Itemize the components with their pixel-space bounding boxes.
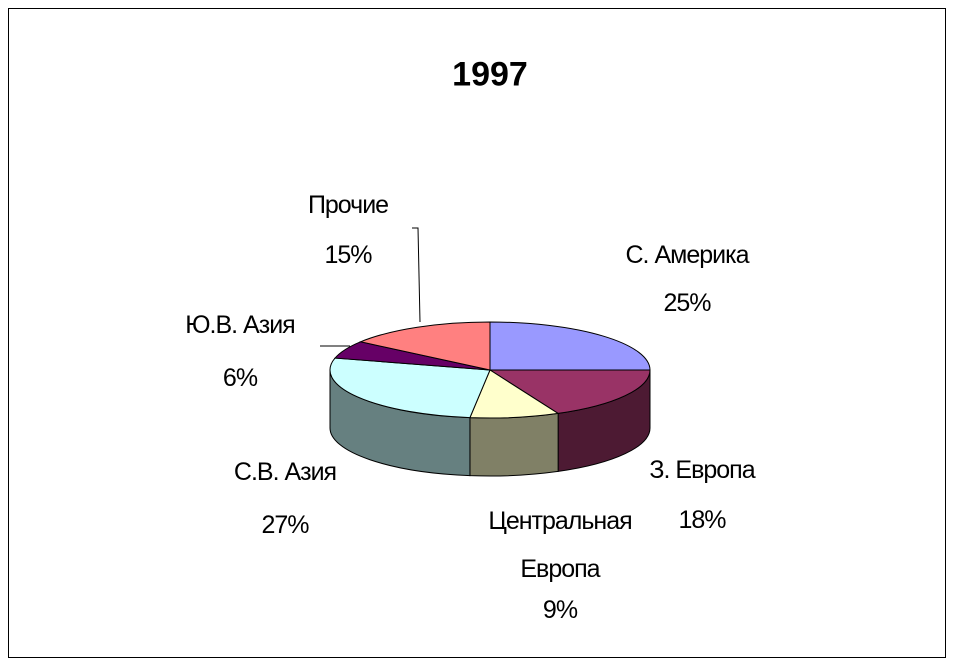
slice-label: Ю.В. Азия xyxy=(185,311,295,339)
slice-label: З. Европа xyxy=(649,456,755,484)
slice-value-label: 18% xyxy=(678,506,726,534)
slice-label: С. Америка xyxy=(625,241,750,269)
slice-value-label: 9% xyxy=(542,596,578,624)
leader-line xyxy=(412,227,421,323)
slice-label: С.В. Азия xyxy=(233,458,337,486)
pie-slice xyxy=(488,369,651,414)
pie-slice xyxy=(469,369,560,419)
chart-title: 1997 xyxy=(452,55,528,94)
pie-slice xyxy=(329,357,491,419)
pie-slice xyxy=(489,321,651,371)
slice-label: Прочие xyxy=(307,191,389,219)
slice-value-label: 25% xyxy=(663,289,711,317)
slice-value-label: 27% xyxy=(261,511,309,539)
slice-value-label: 15% xyxy=(324,241,372,269)
slice-label: Центральная Европа xyxy=(488,507,632,583)
pie-slice xyxy=(358,321,491,371)
slice-value-label: 6% xyxy=(222,364,258,392)
pie-side xyxy=(469,412,559,477)
chart-frame xyxy=(8,8,946,658)
